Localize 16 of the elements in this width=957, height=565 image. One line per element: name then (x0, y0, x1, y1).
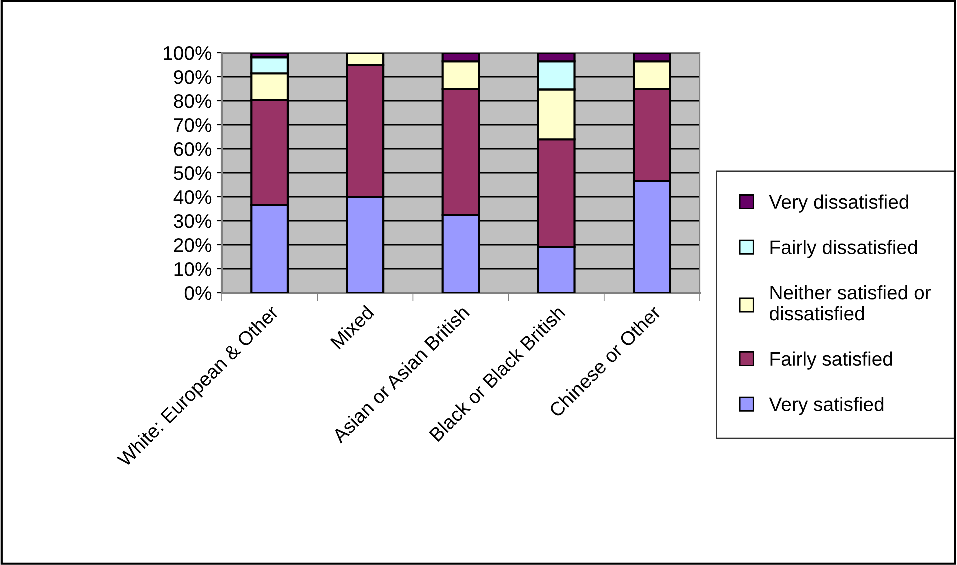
legend-label: Very satisfied (769, 397, 884, 416)
y-tick-label: 10% (174, 262, 212, 276)
y-tick-label: 20% (174, 238, 212, 252)
y-tick-label: 0% (184, 286, 212, 300)
y-tick-label: 90% (174, 70, 212, 84)
legend-label: Very dissatisfied (769, 194, 908, 213)
y-tick-label: 100% (164, 46, 212, 60)
y-tick-label: 30% (174, 214, 212, 228)
legend-label: Fairly satisfied (770, 352, 892, 370)
legend-label: Fairly dissatisfied (770, 240, 918, 258)
y-tick-label: 60% (174, 142, 212, 156)
legend-label: Neither satisfied or dissatisfied (770, 285, 932, 321)
y-tick-label: 40% (174, 190, 212, 204)
y-tick-label: 50% (174, 166, 212, 180)
y-tick-label: 70% (174, 118, 212, 132)
y-tick-label: 80% (174, 94, 212, 108)
